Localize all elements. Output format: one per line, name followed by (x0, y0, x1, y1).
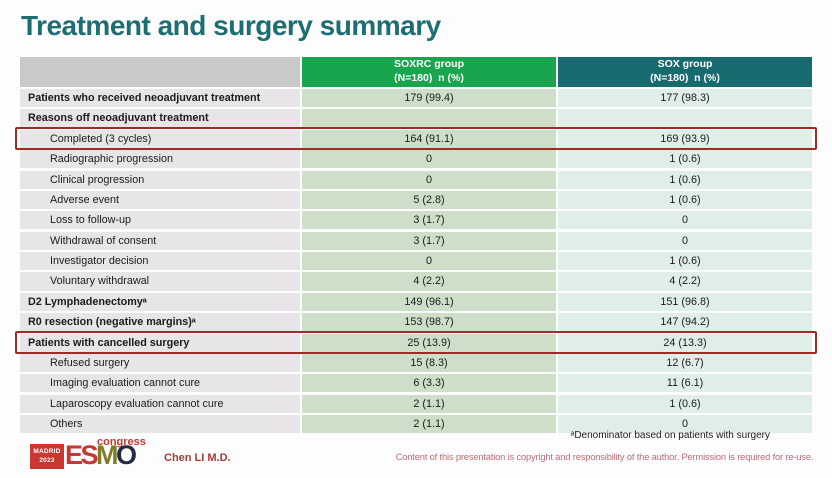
esmo-wordmark: E S M O (65, 440, 137, 470)
sox-value-cell: 11 (6.1) (558, 374, 812, 393)
madrid-label: MADRID (33, 448, 61, 456)
row-label-cell: R0 resection (negative margins)ᵃ (20, 313, 300, 332)
sox-value-cell (558, 109, 812, 128)
table-row: Completed (3 cycles) 164 (91.1) 169 (93.… (15, 127, 817, 151)
table-row: Imaging evaluation cannot cure 6 (3.3) 1… (20, 374, 812, 393)
soxrc-value-cell: 2 (1.1) (302, 394, 556, 413)
row-label-cell: Loss to follow-up (20, 211, 300, 230)
sox-value-cell: 1 (0.6) (558, 150, 812, 169)
table-row: Others 2 (1.1) 0 (20, 415, 812, 434)
soxrc-value-cell: 0 (302, 170, 556, 189)
sox-value-cell: 0 (558, 211, 812, 230)
madrid-2023-badge: MADRID 2023 (30, 444, 64, 469)
table-row: Refused surgery 15 (8.3) 12 (6.7) (20, 353, 812, 373)
year-label: 2023 (39, 456, 55, 464)
soxrc-value-cell (302, 109, 556, 128)
soxrc-value-cell: 2 (1.1) (302, 415, 556, 434)
sox-value-cell: 12 (6.7) (558, 353, 812, 373)
soxrc-value-cell: 3 (1.7) (302, 211, 556, 230)
row-label-cell: Investigator decision (20, 252, 300, 271)
esmo-letter-m: M (96, 440, 119, 470)
table-row: Clinical progression 0 1 (0.6) (20, 170, 812, 189)
esmo-letter-o: O (116, 440, 137, 470)
header-sox-line2: (N=180) n (%) (650, 72, 720, 84)
header-soxrc-line2: (N=180) n (%) (394, 72, 464, 84)
soxrc-value-cell: 6 (3.3) (302, 374, 556, 393)
header-sox-group: SOX group (N=180) n (%) (558, 57, 812, 87)
row-label-cell: Clinical progression (20, 170, 300, 189)
header-soxrc-line1: SOXRC group (394, 58, 464, 71)
row-label-cell: Others (20, 415, 300, 434)
sox-value-cell: 1 (0.6) (558, 394, 812, 413)
row-label-cell: Voluntary withdrawal (20, 272, 300, 291)
table-row: R0 resection (negative margins)ᵃ 153 (98… (20, 313, 812, 332)
soxrc-value-cell: 0 (302, 252, 556, 271)
row-label-cell: Radiographic progression (20, 150, 300, 169)
row-label-cell: D2 Lymphadenectomyᵃ (20, 292, 300, 311)
header-sox-line1: SOX group (657, 58, 713, 71)
sox-value-cell: 0 (558, 231, 812, 250)
sox-value-cell: 147 (94.2) (558, 313, 812, 332)
sox-value-cell: 1 (0.6) (558, 252, 812, 271)
table-row: Voluntary withdrawal 4 (2.2) 4 (2.2) (20, 272, 812, 291)
esmo-logo-row: MADRID 2023 E S M O (30, 440, 137, 470)
sox-value-cell: 1 (0.6) (558, 170, 812, 189)
row-label-cell: Laparoscopy evaluation cannot cure (20, 394, 300, 413)
row-label-cell: Patients with cancelled surgery (20, 333, 300, 352)
row-label-cell: Imaging evaluation cannot cure (20, 374, 300, 393)
soxrc-value-cell: 179 (99.4) (302, 89, 556, 108)
sox-value-cell: 151 (96.8) (558, 292, 812, 311)
row-label-cell: Completed (3 cycles) (20, 129, 300, 148)
header-soxrc-group: SOXRC group (N=180) n (%) (302, 57, 556, 87)
summary-table: SOXRC group (N=180) n (%) SOX group (N=1… (15, 57, 817, 434)
row-label-cell: Reasons off neoadjuvant treatment (20, 109, 300, 128)
soxrc-value-cell: 164 (91.1) (302, 129, 556, 148)
slide-title: Treatment and surgery summary (21, 10, 441, 41)
author-name: Chen LI M.D. (164, 452, 231, 464)
soxrc-value-cell: 0 (302, 150, 556, 169)
sox-value-cell: 169 (93.9) (558, 129, 812, 148)
esmo-letter-s: S (80, 440, 99, 470)
soxrc-value-cell: 3 (1.7) (302, 231, 556, 250)
soxrc-value-cell: 153 (98.7) (302, 313, 556, 332)
sox-value-cell: 0 (558, 415, 812, 434)
table-body: Patients who received neoadjuvant treatm… (15, 89, 817, 434)
table-row: Patients who received neoadjuvant treatm… (20, 89, 812, 108)
table-row: Radiographic progression 0 1 (0.6) (20, 150, 812, 169)
table-row: Withdrawal of consent 3 (1.7) 0 (20, 231, 812, 250)
sox-value-cell: 4 (2.2) (558, 272, 812, 291)
header-empty-cell (20, 57, 300, 87)
congress-label: congress (97, 436, 146, 448)
table-header: SOXRC group (N=180) n (%) SOX group (N=1… (20, 57, 812, 87)
sox-value-cell: 24 (13.3) (558, 333, 812, 352)
row-label-cell: Withdrawal of consent (20, 231, 300, 250)
table-row: Patients with cancelled surgery 25 (13.9… (15, 330, 817, 355)
soxrc-value-cell: 15 (8.3) (302, 353, 556, 373)
esmo-letter-e: E (65, 440, 83, 470)
row-label-cell: Patients who received neoadjuvant treatm… (20, 89, 300, 108)
row-label-cell: Adverse event (20, 190, 300, 210)
table-row: Loss to follow-up 3 (1.7) 0 (20, 211, 812, 230)
esmo-logo: congress MADRID 2023 E S M O (30, 436, 170, 474)
sox-value-cell: 177 (98.3) (558, 89, 812, 108)
row-label-cell: Refused surgery (20, 353, 300, 373)
soxrc-value-cell: 4 (2.2) (302, 272, 556, 291)
table-row: Adverse event 5 (2.8) 1 (0.6) (20, 190, 812, 210)
table-row: Reasons off neoadjuvant treatment (20, 109, 812, 128)
sox-value-cell: 1 (0.6) (558, 190, 812, 210)
footnote: ᵃDenominator based on patients with surg… (570, 430, 770, 441)
soxrc-value-cell: 149 (96.1) (302, 292, 556, 311)
table-row: Investigator decision 0 1 (0.6) (20, 252, 812, 271)
soxrc-value-cell: 25 (13.9) (302, 333, 556, 352)
table-row: Laparoscopy evaluation cannot cure 2 (1.… (20, 394, 812, 413)
soxrc-value-cell: 5 (2.8) (302, 190, 556, 210)
table-row: D2 Lymphadenectomyᵃ 149 (96.1) 151 (96.8… (20, 292, 812, 311)
copyright-notice: Content of this presentation is copyrigh… (395, 452, 814, 462)
